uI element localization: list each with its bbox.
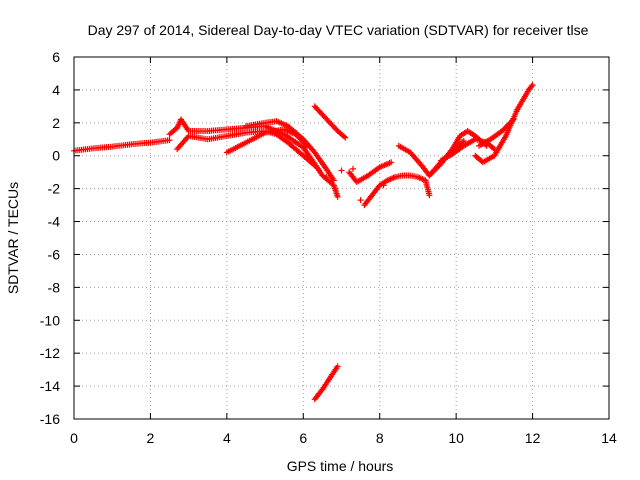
data-point: [357, 197, 364, 204]
x-tick-label: 2: [147, 430, 155, 446]
x-tick-label: 6: [299, 430, 307, 446]
data-point: [334, 193, 341, 200]
series-isolated: [323, 165, 398, 204]
data-point: [388, 159, 395, 166]
series-arc-6: [311, 103, 349, 141]
series-arc-13: [472, 81, 536, 166]
series-arc-14: [476, 116, 517, 149]
plot-border: [73, 56, 610, 420]
data-point: [426, 192, 433, 199]
data-point: [311, 162, 318, 169]
y-tick-label: -4: [48, 214, 61, 230]
data-point: [392, 174, 398, 181]
x-tick-label: 12: [525, 430, 541, 446]
data-point: [380, 182, 387, 189]
data-point: [342, 134, 349, 141]
data-point: [166, 137, 173, 144]
y-tick-label: 0: [52, 148, 60, 164]
y-tick-label: -2: [48, 181, 61, 197]
y-tick-label: 2: [52, 115, 60, 131]
x-tick-label: 14: [601, 430, 617, 446]
data-point: [510, 116, 517, 123]
data-point: [509, 117, 516, 124]
series-arc-12: [437, 136, 498, 164]
series-arc-5: [242, 118, 337, 184]
y-tick-label: -10: [40, 312, 60, 328]
series-arc-1: [71, 137, 173, 154]
data-points: [71, 81, 536, 403]
y-tick-label: -12: [40, 345, 60, 361]
y-tick-label: -14: [40, 378, 60, 394]
x-tick-label: 8: [376, 430, 384, 446]
x-tick-label: 0: [70, 430, 78, 446]
y-tick-label: -8: [48, 279, 61, 295]
axis-ticks: 0 2 4 6 8 10 12 14 -16 -14 -12 -10 -8 -6 -4 -2 0 2 4 6: [40, 49, 617, 446]
grid: [74, 57, 609, 419]
x-tick-label: 4: [223, 430, 231, 446]
y-tick-label: -16: [40, 411, 60, 427]
data-point: [341, 133, 348, 140]
series-arc-8: [361, 172, 433, 209]
data-point: [330, 177, 337, 184]
data-point: [323, 174, 330, 181]
series-arc-7: [311, 363, 341, 403]
chart-title: Day 297 of 2014, Sidereal Day-to-day VTE…: [88, 22, 589, 38]
data-point: [338, 167, 345, 174]
series-arc-2: [166, 116, 341, 200]
data-point: [490, 145, 497, 152]
series-arc-3: [174, 128, 318, 169]
data-point: [298, 135, 305, 142]
x-tick-label: 10: [448, 430, 464, 446]
y-tick-label: -6: [48, 246, 61, 262]
y-tick-label: 4: [52, 82, 60, 98]
data-point: [334, 363, 341, 370]
y-axis-label: SDTVAR / TECUs: [5, 182, 21, 294]
x-axis-label: GPS time / hours: [287, 458, 394, 474]
data-point: [528, 83, 535, 90]
y-tick-label: 6: [52, 49, 60, 65]
data-point: [529, 81, 536, 88]
data-point: [349, 165, 356, 172]
series-arc-9: [346, 159, 395, 186]
series-arc-11: [426, 128, 490, 179]
